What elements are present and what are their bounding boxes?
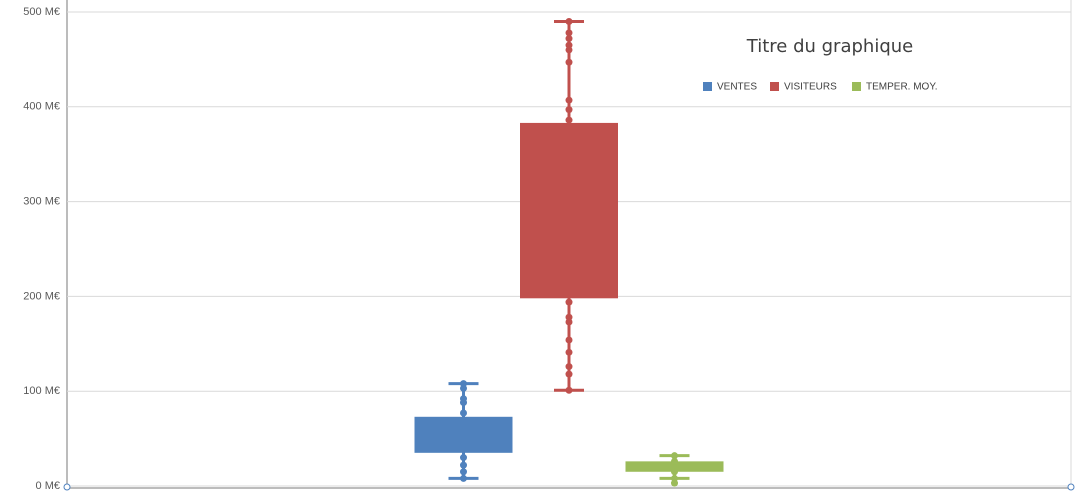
- point: [565, 116, 573, 124]
- point: [460, 474, 467, 482]
- point: [565, 348, 573, 356]
- point: [565, 58, 573, 66]
- point: [565, 46, 573, 54]
- point: [460, 384, 467, 392]
- legend-label: VISITEURS: [784, 82, 837, 93]
- legend-swatch: [770, 82, 779, 91]
- point: [460, 461, 467, 469]
- point: [460, 454, 467, 462]
- point: [671, 452, 678, 460]
- legend-swatch: [703, 82, 712, 91]
- box: [625, 461, 724, 472]
- point: [671, 468, 678, 476]
- legend-swatch: [852, 82, 861, 91]
- box-group: [625, 452, 724, 487]
- point: [565, 17, 573, 25]
- marks: [414, 17, 724, 487]
- point: [671, 457, 678, 465]
- chart-title: Titre du graphique: [746, 36, 913, 57]
- point: [565, 106, 573, 114]
- box-group: [414, 380, 513, 482]
- point: [565, 96, 573, 104]
- legend-label: TEMPER. MOY.: [866, 82, 938, 93]
- point: [565, 336, 573, 344]
- y-tick-label: 400 M€: [23, 101, 60, 113]
- box: [520, 122, 618, 299]
- point: [565, 370, 573, 378]
- point: [565, 363, 573, 371]
- selection-handle[interactable]: [1067, 483, 1075, 491]
- point: [565, 318, 573, 326]
- legend-label: VENTES: [717, 82, 757, 93]
- point: [565, 29, 573, 37]
- grid: 0 M€ 100 M€ 200 M€ 300 M€ 400 M€ 500 M€: [23, 6, 1071, 492]
- y-tick-label: 0 M€: [36, 480, 60, 492]
- point: [671, 479, 678, 487]
- point: [460, 399, 467, 407]
- box-group: [520, 17, 618, 394]
- y-tick-label: 300 M€: [23, 196, 60, 208]
- box: [414, 416, 513, 453]
- selection-handle[interactable]: [63, 483, 71, 491]
- point: [565, 298, 573, 306]
- y-tick-label: 100 M€: [23, 385, 60, 397]
- point: [460, 468, 467, 476]
- point: [460, 409, 467, 417]
- point: [565, 35, 573, 43]
- point: [565, 386, 573, 394]
- y-tick-label: 500 M€: [23, 6, 60, 18]
- legend: VENTES VISITEURS TEMPER. MOY.: [703, 82, 938, 93]
- y-tick-label: 200 M€: [23, 290, 60, 302]
